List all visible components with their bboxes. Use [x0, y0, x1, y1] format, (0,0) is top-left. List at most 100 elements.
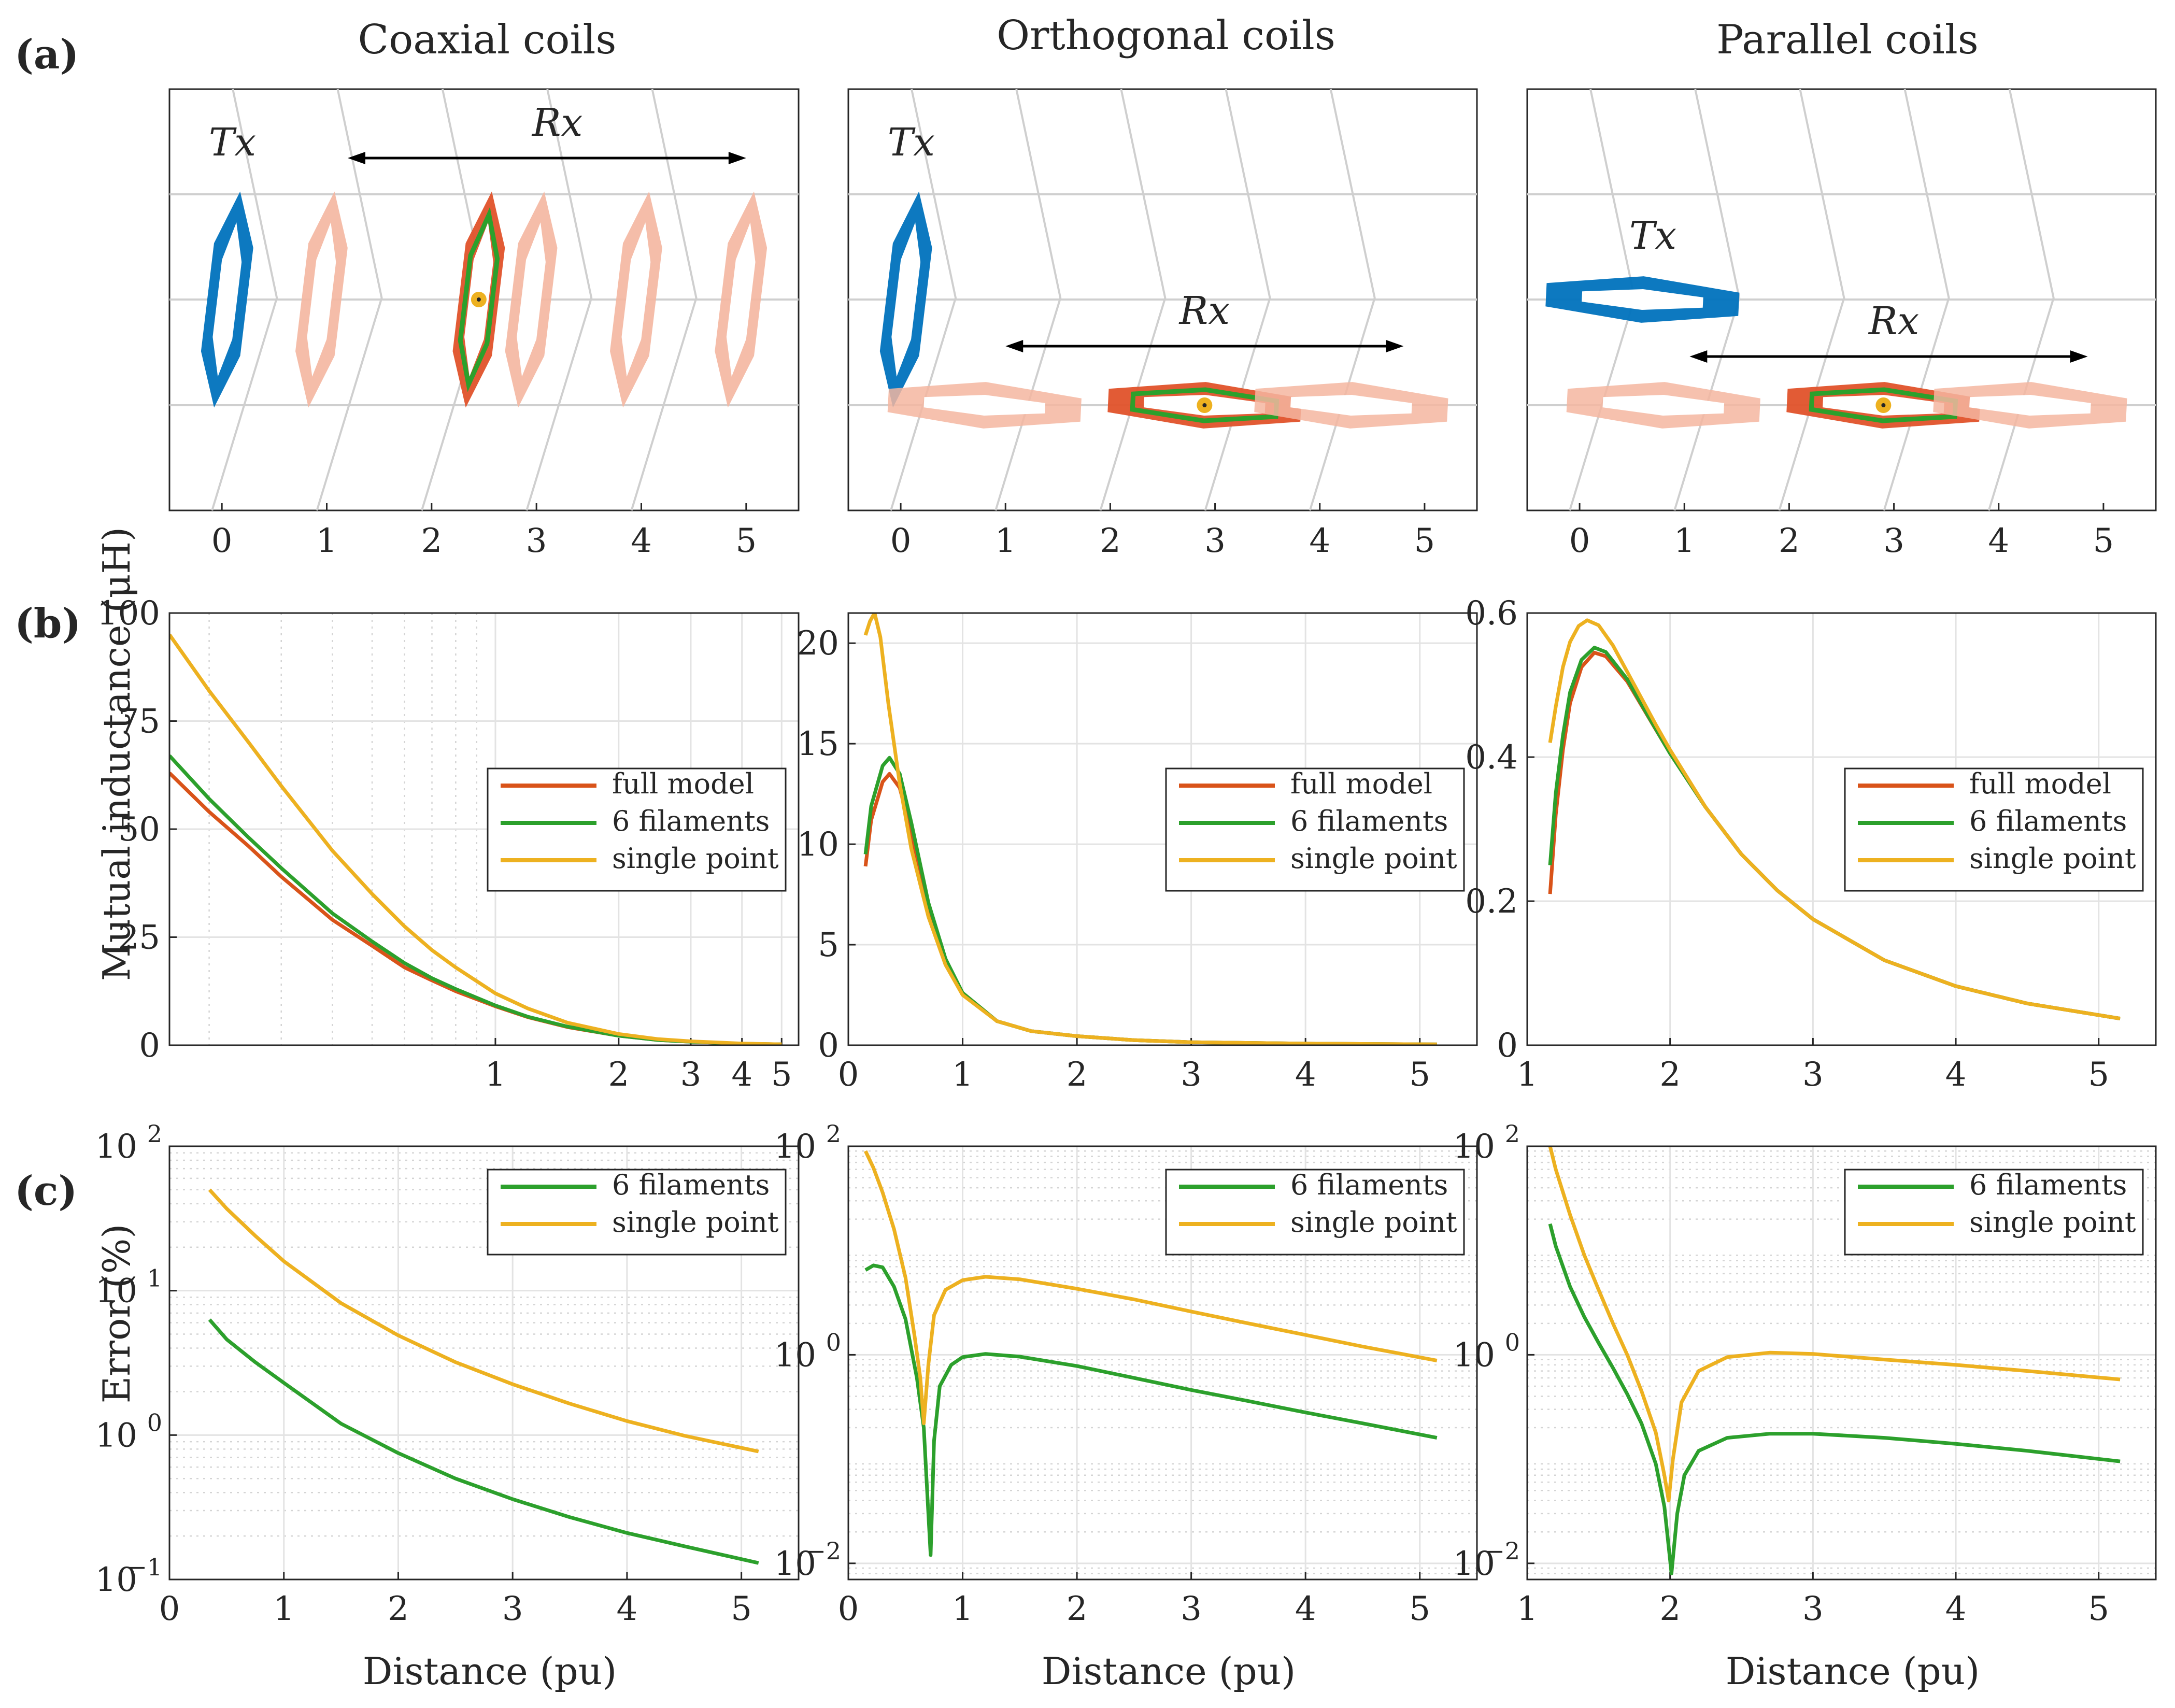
chart-b-parallel: 1 2 3 4 5 0 0.2 0.4 0.6 full model 6 filaments sing…: [1465, 594, 2157, 1094]
ytick-exponent: −2: [806, 1537, 841, 1565]
xtick-label: 1: [1517, 1590, 1538, 1628]
rx-coil-point-dot: [1881, 403, 1886, 407]
guide-line-chevron: [890, 89, 957, 511]
xlabel-orthogonal: Distance (pu): [1042, 1649, 1296, 1693]
ytick-exponent: −2: [1485, 1537, 1520, 1565]
xlabel-coaxial: Distance (pu): [363, 1649, 617, 1693]
coil-xtick-label: 3: [526, 522, 547, 560]
coil-xtick-label: 4: [631, 522, 652, 560]
ytick-label: 20: [797, 624, 839, 663]
coil-panel-coaxial: 0 1 2 3 4 5 Tx Rx: [168, 88, 800, 560]
ytick-label: 10: [774, 1128, 816, 1166]
chart-b-orthogonal: 0 1 2 3 4 5 0 5 10 15 20 full model 6 filaments singl…: [797, 612, 1478, 1094]
rx-coil-hole: [1969, 395, 2091, 416]
xtick-label: 1: [1517, 1056, 1538, 1094]
rx-coil-hole: [1290, 395, 1412, 416]
guide-line-chevron: [994, 89, 1062, 511]
xtick-label: 5: [731, 1590, 752, 1628]
legend-label-fil: 6 filaments: [1290, 805, 1448, 837]
legend-label-full: full model: [1969, 767, 2111, 800]
ytick-label: 10: [774, 1336, 816, 1374]
ytick-label: 0: [818, 1027, 839, 1065]
xtick-label: 3: [502, 1590, 523, 1628]
rx-range-arrow-head-left: [1005, 340, 1023, 352]
axes-box: [168, 612, 800, 1046]
ytick-label: 10: [797, 825, 839, 864]
legend-box: [1165, 767, 1465, 892]
panel-label-a: (a): [15, 31, 79, 78]
tx-label: Tx: [209, 120, 256, 165]
legend-label-fil: 6 filaments: [1290, 1169, 1448, 1201]
coil-xtick-label: 3: [1204, 522, 1226, 560]
ytick-exponent: 2: [147, 1120, 162, 1148]
series-line-fil: [1548, 1223, 2121, 1575]
rx-coil-hole: [307, 222, 336, 377]
series-line-sp: [863, 1150, 1438, 1426]
ytick-label: 75: [118, 703, 160, 741]
panel-label-c: (c): [15, 1168, 77, 1215]
xtick-label: 0: [159, 1590, 180, 1628]
rx-range-arrow-head-left: [1689, 350, 1708, 363]
ytick-label: 10: [1453, 1336, 1495, 1374]
xtick-label: 1: [952, 1590, 973, 1628]
xtick-label: 4: [731, 1056, 752, 1094]
ytick-exponent: 0: [1505, 1328, 1520, 1356]
legend-label-sp: single point: [1290, 1206, 1457, 1239]
axes-box: [847, 612, 1478, 1046]
series-line-fil: [864, 1263, 1438, 1557]
rx-range-arrow-head-right: [728, 152, 746, 164]
xtick-label: 1: [485, 1056, 506, 1094]
ytick-label: 0.2: [1465, 883, 1518, 921]
rx-label: Rx: [1868, 299, 1919, 344]
ytick-label: 0: [1497, 1027, 1518, 1065]
ytick-label: 0.4: [1465, 738, 1518, 777]
rx-coil-hole: [621, 222, 651, 377]
xtick-label: 5: [2088, 1056, 2109, 1094]
xtick-label: 4: [1945, 1056, 1967, 1094]
tx-coil-hole: [891, 222, 921, 377]
coil-panel-orthogonal: 0 1 2 3 4 5 Tx Rx: [847, 88, 1478, 560]
legend-box: [1844, 1169, 2144, 1256]
ytick-label: 10: [774, 1545, 816, 1583]
axes-box: [847, 1145, 1478, 1581]
xtick-label: 2: [388, 1590, 409, 1628]
legend-box: [1165, 1169, 1465, 1256]
guide-line-chevron: [1673, 89, 1741, 511]
xtick-label: 2: [608, 1056, 629, 1094]
series-line-fil: [208, 1318, 759, 1565]
tx-coil-hole: [1582, 289, 1703, 310]
coil-xtick-label: 4: [1309, 522, 1330, 560]
rx-coil-hole: [517, 222, 546, 377]
coil-xtick-label: 1: [1674, 522, 1695, 560]
coil-xtick-label: 4: [1988, 522, 2009, 560]
rx-range-arrow-head-right: [2070, 350, 2088, 363]
series-line-sp: [1548, 618, 2121, 1021]
coil-illustrations: 0 1 2 3 4 5 Tx Rx 0 1 2 3 4 5 Tx Rx 0 1 2 3 4 5 Tx Rx: [168, 88, 2157, 560]
ytick-label: 10: [95, 1128, 137, 1166]
ytick-label: 10: [95, 1561, 137, 1599]
legend-label-fil: 6 filaments: [612, 1169, 770, 1201]
xtick-label: 2: [1067, 1590, 1088, 1628]
rx-label: Rx: [531, 101, 582, 145]
legend-label-sp: single point: [612, 1206, 779, 1239]
xtick-label: 4: [1295, 1056, 1316, 1094]
legend-label-sp: single point: [1969, 842, 2136, 875]
ytick-exponent: 2: [826, 1120, 841, 1148]
coil-xtick-label: 2: [1100, 522, 1121, 560]
axes-box: [168, 1145, 800, 1581]
coil-xtick-label: 0: [1569, 522, 1590, 560]
ytick-label: 25: [118, 919, 160, 957]
tx-coil-hole: [212, 222, 242, 377]
axes-box: [1526, 1145, 2157, 1581]
legend-label-full: full model: [1290, 767, 1432, 800]
xtick-label: 3: [1802, 1056, 1824, 1094]
ytick-exponent: 0: [147, 1408, 162, 1436]
series-line-sp: [1548, 1146, 2121, 1503]
ytick-label: 0.6: [1465, 594, 1518, 633]
xtick-label: 5: [1409, 1056, 1430, 1094]
legend-label-fil: 6 filaments: [612, 805, 770, 837]
